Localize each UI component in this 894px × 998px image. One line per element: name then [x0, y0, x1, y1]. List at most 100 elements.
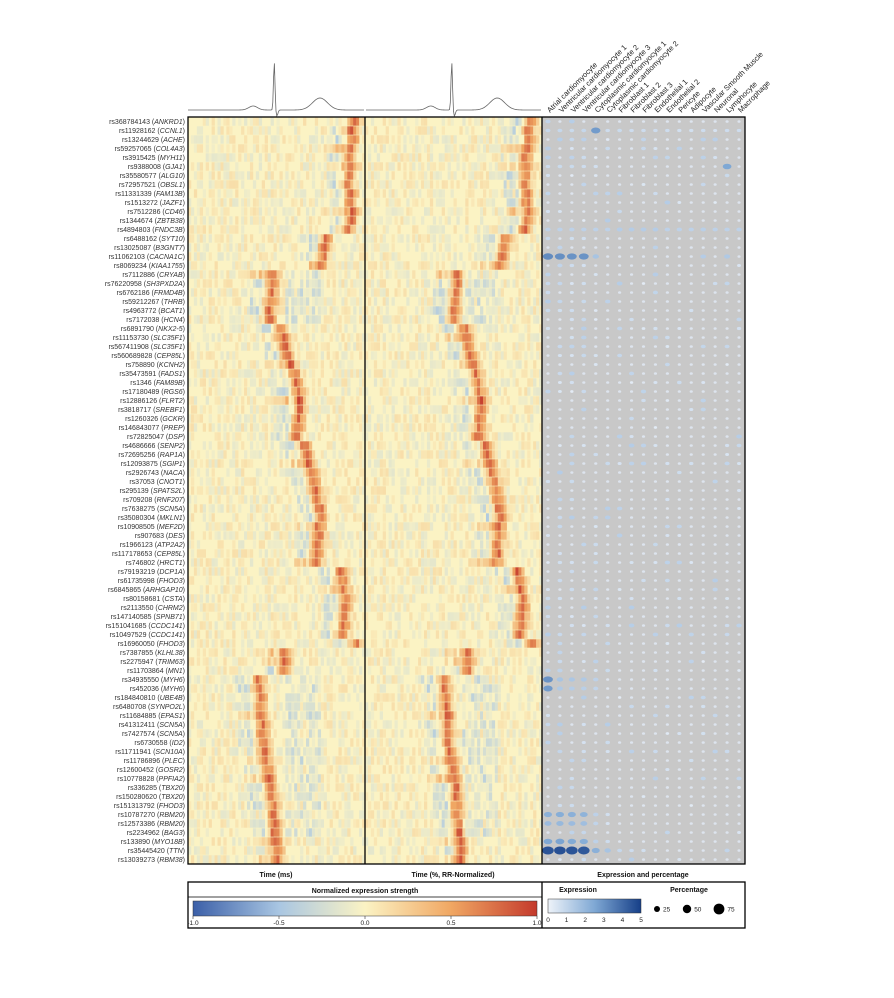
heatmap-cell: [306, 342, 310, 351]
heatmap-cell: [285, 810, 289, 819]
heatmap-cell: [344, 432, 348, 441]
heatmap-cell: [424, 306, 428, 315]
heatmap-cell: [188, 306, 192, 315]
heatmap-cell: [247, 630, 251, 639]
heatmap-cell: [244, 774, 248, 783]
heatmap-cell: [524, 360, 528, 369]
heatmap-cell: [317, 810, 322, 819]
snp-gene: FHOD3: [159, 803, 183, 810]
heatmap-cell: [264, 684, 268, 693]
heatmap-cell: [497, 144, 501, 153]
heatmap-cell: [468, 189, 472, 198]
snp-close: ): [183, 191, 185, 198]
heatmap-cell: [323, 396, 327, 405]
heatmap-cell: [291, 306, 295, 315]
heatmap-cell: [332, 477, 336, 486]
heatmap-cell: [188, 216, 192, 225]
heatmap-cell: [279, 837, 283, 846]
heatmap-cell: [199, 477, 204, 486]
heatmap-cell: [300, 639, 304, 648]
heatmap-cell: [311, 279, 316, 288]
heatmap-cell: [252, 315, 257, 324]
heatmap-cell: [258, 783, 263, 792]
heatmap-cell: [474, 135, 478, 144]
heatmap-cell: [503, 378, 507, 387]
heatmap-cell: [300, 279, 304, 288]
snp-id: rs11062103 (: [108, 254, 149, 261]
heatmap-cell: [347, 270, 351, 279]
heatmap-cell: [241, 207, 245, 216]
heatmap-cell: [235, 405, 239, 414]
heatmap-cell: [429, 450, 434, 459]
heatmap-cell: [329, 252, 333, 261]
heatmap-cell: [267, 756, 271, 765]
heatmap-cell: [462, 315, 466, 324]
heatmap-cell: [338, 315, 342, 324]
heatmap-cell: [326, 153, 330, 162]
heatmap-cell: [264, 801, 268, 810]
heatmap-cell: [311, 459, 316, 468]
heatmap-cell: [391, 414, 395, 423]
heatmap-cell: [415, 306, 419, 315]
heatmap-cell: [270, 558, 274, 567]
heatmap-cell: [323, 207, 327, 216]
heatmap-cell: [235, 180, 239, 189]
heatmap-cell: [477, 270, 481, 279]
heatmap-cell: [288, 828, 292, 837]
heatmap-cell: [291, 441, 295, 450]
heatmap-cell: [468, 297, 472, 306]
heatmap-cell: [367, 144, 372, 153]
heatmap-cell: [421, 135, 425, 144]
heatmap-cell: [477, 351, 481, 360]
heatmap-cell: [270, 630, 274, 639]
heatmap-cell: [244, 333, 248, 342]
heatmap-cell: [294, 288, 298, 297]
heatmap-cell: [196, 540, 201, 549]
heatmap-cell: [285, 657, 289, 666]
heatmap-cell: [447, 414, 451, 423]
heatmap-cell: [356, 774, 360, 783]
heatmap-cell: [270, 648, 274, 657]
heatmap-cell: [232, 504, 236, 513]
heatmap-cell: [294, 792, 298, 801]
heatmap-cell: [252, 207, 257, 216]
heatmap-cell: [332, 648, 336, 657]
heatmap-cell: [453, 360, 457, 369]
heatmap-cell: [379, 135, 383, 144]
heatmap-cell: [406, 198, 410, 207]
snp-close: ): [183, 542, 185, 549]
heatmap-cell: [382, 387, 386, 396]
heatmap-cell: [241, 540, 245, 549]
heatmap-cell: [199, 162, 204, 171]
heatmap-cell: [323, 711, 327, 720]
heatmap-cell: [190, 477, 195, 486]
heatmap-cell: [365, 225, 369, 234]
heatmap-cell: [459, 252, 463, 261]
heatmap-cell: [533, 234, 537, 243]
snp-id: rs16960050 (: [118, 641, 160, 648]
heatmap-cell: [288, 738, 292, 747]
heatmap-cell: [238, 360, 242, 369]
heatmap-cell: [193, 603, 198, 612]
heatmap-cell: [211, 315, 215, 324]
heatmap-cell: [300, 270, 304, 279]
heatmap-cell: [483, 198, 487, 207]
heatmap-cell: [232, 135, 236, 144]
snp-label: rs1346 (FAM89B): [130, 380, 185, 387]
heatmap-cell: [503, 234, 507, 243]
snp-label: rs368784143 (ANKRD1): [109, 119, 185, 126]
heatmap-cell: [211, 486, 215, 495]
heatmap-cell: [226, 729, 230, 738]
heatmap-cell: [344, 153, 348, 162]
heatmap-cell: [279, 468, 283, 477]
heatmap-cell: [300, 396, 304, 405]
heatmap-cell: [421, 270, 425, 279]
heatmap-cell: [397, 360, 401, 369]
heatmap-cell: [350, 486, 354, 495]
heatmap-cell: [229, 612, 233, 621]
heatmap-cell: [247, 738, 251, 747]
heatmap-cell: [211, 189, 215, 198]
heatmap-cell: [441, 378, 445, 387]
heatmap-cell: [483, 162, 487, 171]
heatmap-cell: [258, 387, 263, 396]
